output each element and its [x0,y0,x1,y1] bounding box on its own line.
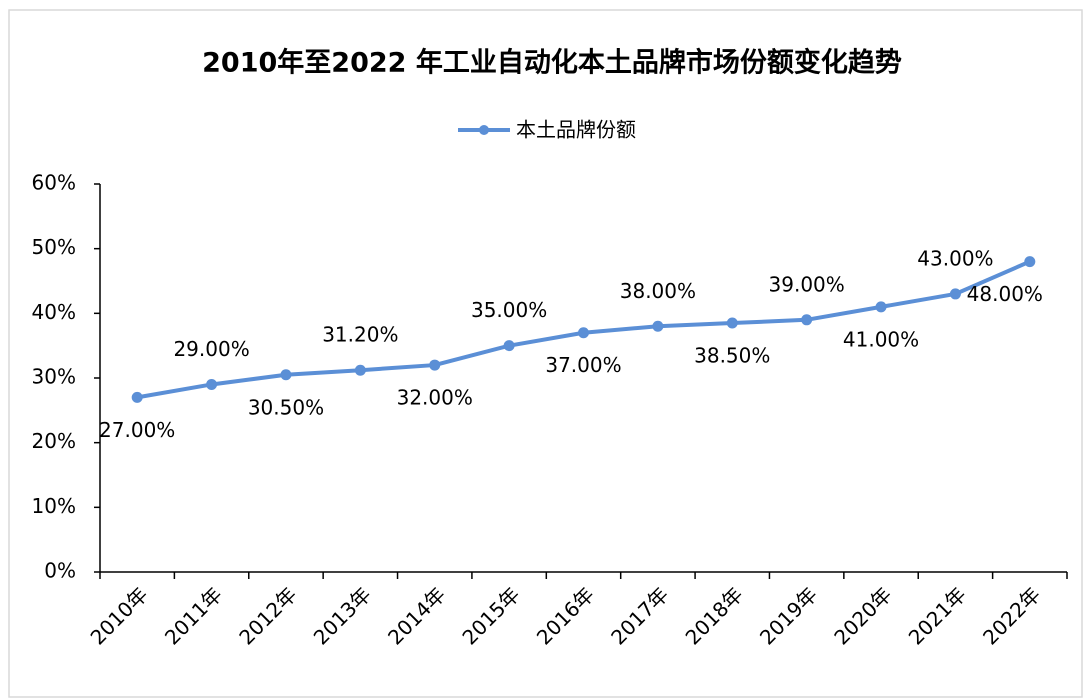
legend-marker [479,125,489,135]
point [503,340,515,352]
data-label: 39.00% [769,272,845,296]
data-label: 43.00% [917,246,993,270]
data-label: 41.00% [843,327,919,351]
point [1024,256,1036,268]
data-label: 38.00% [620,279,696,303]
y-tick-label: 20% [32,429,76,453]
data-label: 38.50% [694,344,770,368]
point [354,364,366,376]
data-label: 35.00% [471,298,547,322]
point [652,320,664,332]
data-label: 29.00% [173,337,249,361]
y-tick-label: 50% [32,235,76,259]
point [949,288,961,300]
legend-label: 本土品牌份额 [516,118,636,142]
data-label: 31.20% [322,323,398,347]
y-tick-label: 30% [32,365,76,389]
y-tick-label: 60% [32,171,76,195]
data-label: 48.00% [967,282,1043,306]
data-label: 32.00% [397,386,473,410]
point [429,359,441,371]
data-label: 27.00% [99,418,175,442]
point [131,391,143,403]
y-tick-label: 40% [32,300,76,324]
chart-title: 2010年至2022 年工业自动化本土品牌市场份额变化趋势 [202,47,902,79]
data-label: 30.50% [248,395,324,419]
point [726,317,738,329]
y-tick-label: 0% [44,559,76,583]
point [801,314,813,326]
point [206,378,218,390]
point [875,301,887,313]
data-label: 37.00% [545,353,621,377]
chart-frame [8,9,1083,698]
point [280,369,292,381]
y-tick-label: 10% [32,494,76,518]
point [578,327,589,339]
